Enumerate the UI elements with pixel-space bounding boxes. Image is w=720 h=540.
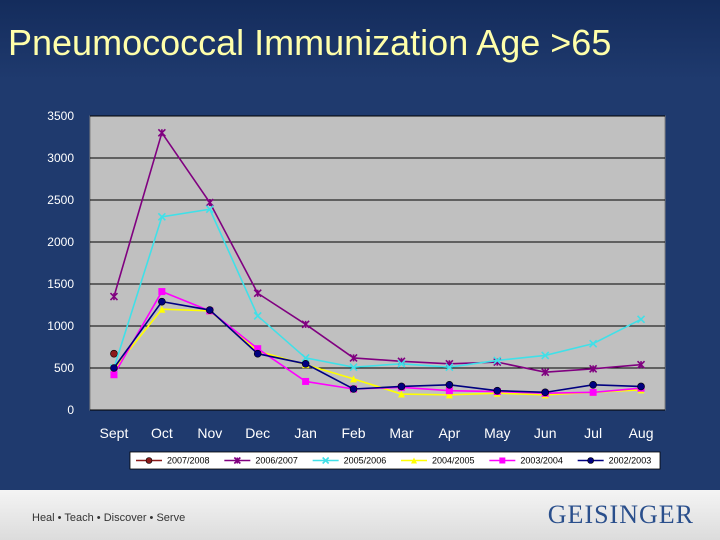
data-point [445, 391, 453, 399]
x-tick-label: May [484, 425, 510, 441]
data-point [205, 205, 214, 214]
footer-bar: Heal • Teach • Discover • Serve GEISINGE… [0, 490, 720, 540]
series-line-2005-2006 [113, 208, 642, 369]
y-tick-label: 2500 [47, 193, 74, 207]
data-point [589, 364, 598, 373]
data-point [253, 311, 262, 320]
data-point [636, 315, 646, 324]
legend-marker [145, 457, 153, 464]
data-point [349, 385, 358, 393]
data-point [349, 353, 358, 362]
data-point [541, 351, 550, 360]
y-tick-label: 0 [67, 403, 74, 417]
x-tick-label: Apr [438, 425, 460, 441]
series-line-2006-2007 [113, 130, 642, 374]
y-tick-label: 1500 [47, 277, 74, 291]
data-point [158, 288, 166, 296]
legend-marker [499, 457, 506, 464]
y-tick-label: 3000 [47, 151, 74, 165]
legend-label: 2006/2007 [255, 456, 298, 466]
data-point [397, 382, 406, 391]
data-point [397, 390, 405, 398]
y-tick-label: 3500 [47, 109, 74, 123]
data-point [589, 380, 597, 389]
series-line-2002-2003 [113, 300, 642, 394]
legend-label: 2003/2004 [520, 456, 563, 466]
y-tick-label: 2000 [47, 235, 74, 249]
x-tick-label: Feb [341, 425, 365, 441]
data-point [445, 363, 454, 372]
legend-label: 2004/2005 [432, 456, 475, 466]
data-point [158, 297, 166, 306]
series-line-2004-2005 [113, 308, 642, 396]
legend-marker [411, 457, 417, 464]
legend [129, 451, 661, 470]
x-tick-label: Sept [100, 425, 129, 441]
data-point [493, 356, 502, 365]
data-point [253, 289, 262, 298]
data-point [157, 128, 166, 137]
legend-label: 2005/2006 [344, 456, 387, 466]
data-point [110, 371, 118, 379]
data-point [589, 388, 597, 396]
data-point [253, 349, 262, 358]
data-point [445, 380, 454, 389]
line-chart: 0 500 1000 1500 2000 2500 3000 3500 Sept Oct Nov De… [47, 109, 666, 470]
x-tick-label: Aug [629, 425, 654, 441]
x-tick-label: Mar [389, 425, 413, 441]
data-point [397, 359, 406, 368]
data-point [301, 359, 310, 368]
legend-marker [233, 456, 241, 465]
data-point [589, 339, 598, 348]
title-band [0, 0, 720, 80]
data-point [493, 386, 502, 395]
data-point [445, 387, 453, 395]
data-point [158, 305, 166, 313]
data-point [110, 364, 118, 372]
x-tick-label: Jan [294, 425, 317, 441]
data-point [110, 349, 118, 358]
data-point [350, 375, 358, 383]
data-point [205, 198, 214, 207]
x-tick-label: Jun [534, 425, 557, 441]
data-point [109, 292, 119, 301]
x-tick-label: Oct [151, 425, 173, 441]
data-point [636, 360, 646, 369]
x-tick-label: Jul [584, 425, 602, 441]
data-point [254, 345, 262, 353]
x-tick-label: Dec [245, 425, 270, 441]
legend-label: 2007/2008 [167, 456, 210, 466]
y-tick-label: 500 [54, 361, 74, 375]
data-point [301, 353, 310, 362]
data-point [541, 368, 550, 377]
legend-marker [322, 456, 330, 465]
legend-label: 2002/2003 [609, 456, 652, 466]
data-point [541, 388, 550, 397]
data-point [205, 306, 214, 314]
data-point [302, 377, 310, 385]
slide-title: Pneumococcal Immunization Age >65 [8, 22, 612, 63]
data-point [157, 212, 166, 221]
geisinger-logo: GEISINGER [547, 500, 694, 529]
plot-area [89, 115, 666, 411]
y-tick-label: 1000 [47, 319, 74, 333]
data-point [637, 382, 645, 391]
legend-marker [587, 457, 594, 464]
x-tick-label: Nov [197, 425, 222, 441]
data-point [349, 363, 358, 372]
data-point [301, 320, 310, 329]
tagline: Heal • Teach • Discover • Serve [32, 512, 186, 524]
